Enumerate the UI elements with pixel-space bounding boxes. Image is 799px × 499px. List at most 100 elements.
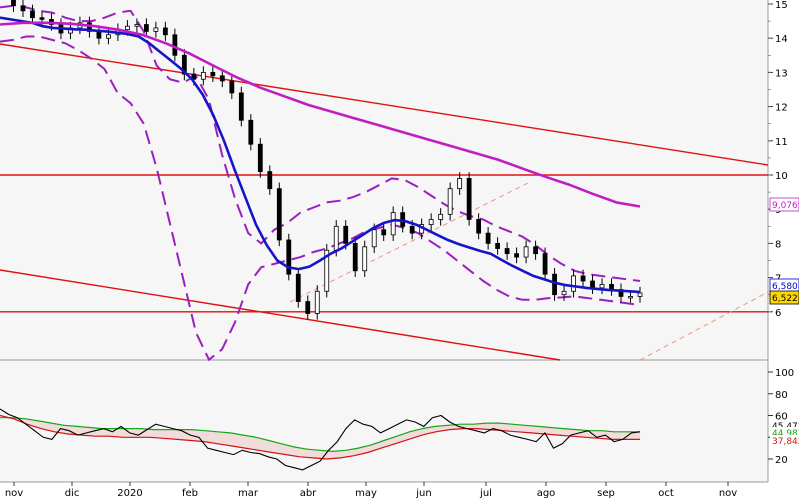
indicator-badge	[770, 435, 799, 446]
candle-body	[542, 253, 548, 275]
candle-body	[438, 213, 444, 220]
candle-body	[229, 80, 235, 94]
candle-body	[305, 301, 311, 314]
price-y-tick-label: 11	[775, 137, 788, 148]
indicator-y-tick-label: 60	[775, 412, 788, 423]
candle-body	[162, 27, 168, 36]
candle-body	[514, 253, 519, 258]
price-y-tick-label: 12	[775, 103, 788, 114]
candle-body	[628, 296, 633, 299]
price-badge-label: 9,0769	[772, 201, 799, 211]
candle-body	[314, 290, 320, 314]
candle-body	[257, 143, 263, 172]
candle-body	[561, 290, 567, 296]
candle-body	[352, 242, 358, 272]
indicator-badge	[770, 427, 799, 438]
x-tick-label: 2020	[117, 488, 142, 499]
indicator-shaded-area	[0, 415, 640, 459]
x-tick-label: may	[355, 488, 377, 499]
upper-band-line	[0, 4, 641, 282]
candle-body	[20, 5, 26, 12]
x-tick-label: feb	[182, 488, 198, 499]
candle-body	[248, 119, 254, 145]
channel-lower-line	[0, 269, 561, 361]
indicator-y-tick-label: 100	[775, 368, 794, 379]
price-y-tick-label: 6	[775, 308, 781, 319]
candle-body	[390, 212, 396, 236]
candle-body	[485, 232, 491, 244]
x-tick-label: ago	[537, 488, 556, 499]
candle-body	[533, 246, 538, 255]
x-tick-label: nov	[5, 488, 23, 499]
candle-body	[191, 73, 197, 80]
candle-body	[143, 24, 149, 32]
price-y-tick-label: 10	[775, 171, 788, 182]
dashed-trend-line-right	[639, 291, 769, 361]
candle-body	[476, 219, 482, 234]
price-y-tick-label: 13	[775, 68, 788, 79]
candle-body	[238, 92, 244, 121]
x-tick-label: jul	[479, 488, 492, 499]
candle-body	[30, 10, 35, 19]
candle-body	[504, 248, 510, 255]
x-tick-label: nov	[719, 488, 737, 499]
candle-body	[172, 34, 178, 56]
candle-body	[495, 242, 501, 249]
candle-body	[343, 225, 349, 244]
price-y-tick-label: 8	[775, 239, 781, 250]
indicator-panel	[0, 360, 768, 482]
candle-body	[267, 171, 273, 190]
candle-body	[210, 72, 216, 77]
x-tick-label: sep	[597, 488, 615, 499]
candle-body	[371, 229, 377, 248]
candle-body	[400, 212, 406, 227]
candle-body	[219, 75, 225, 82]
price-panel	[0, 0, 768, 360]
candle-body	[96, 30, 102, 39]
x-tick-label: abr	[300, 488, 317, 499]
x-tick-label: oct	[658, 488, 674, 499]
candle-body	[523, 246, 529, 258]
indicator-badge-label: 44,981	[772, 429, 799, 439]
indicator-red-line	[0, 414, 640, 460]
candle-body	[552, 273, 557, 296]
candle-body	[324, 249, 330, 292]
candle-body	[181, 54, 187, 75]
price-badge	[769, 290, 799, 305]
candle-body	[295, 273, 301, 302]
candle-body	[590, 280, 595, 289]
long-moving-average-line	[0, 21, 641, 208]
candle-body	[134, 24, 140, 27]
x-tick-label: mar	[238, 488, 259, 499]
indicator-black-line	[0, 408, 641, 471]
x-tick-label: jun	[415, 488, 431, 499]
candle-body	[125, 25, 130, 31]
candle-body	[428, 219, 434, 225]
price-badge-label: 6,5808	[772, 282, 799, 292]
candle-body	[381, 229, 387, 236]
candle-body	[286, 239, 292, 275]
candle-body	[457, 178, 463, 190]
candle-body	[106, 34, 111, 39]
candle-body	[153, 27, 159, 32]
lower-band-line	[0, 35, 641, 362]
candle-body	[276, 188, 282, 241]
candle-body	[580, 275, 586, 282]
candle-body	[333, 225, 339, 251]
indicator-badge-label: 37,842	[772, 437, 799, 447]
candle-body	[466, 178, 472, 220]
short-moving-average-line	[0, 16, 641, 294]
candle-body	[409, 225, 415, 234]
price-y-tick-label: 14	[775, 34, 788, 45]
candle-body	[637, 292, 643, 297]
price-badge-label: 6,522	[772, 294, 798, 304]
indicator-badge	[770, 420, 799, 431]
price-y-tick-label: 15	[775, 0, 788, 11]
candle-body	[571, 275, 576, 292]
price-badge	[769, 197, 799, 212]
candle-body	[200, 72, 206, 80]
indicator-y-tick-label: 20	[775, 455, 788, 466]
candle-body	[11, 0, 16, 7]
